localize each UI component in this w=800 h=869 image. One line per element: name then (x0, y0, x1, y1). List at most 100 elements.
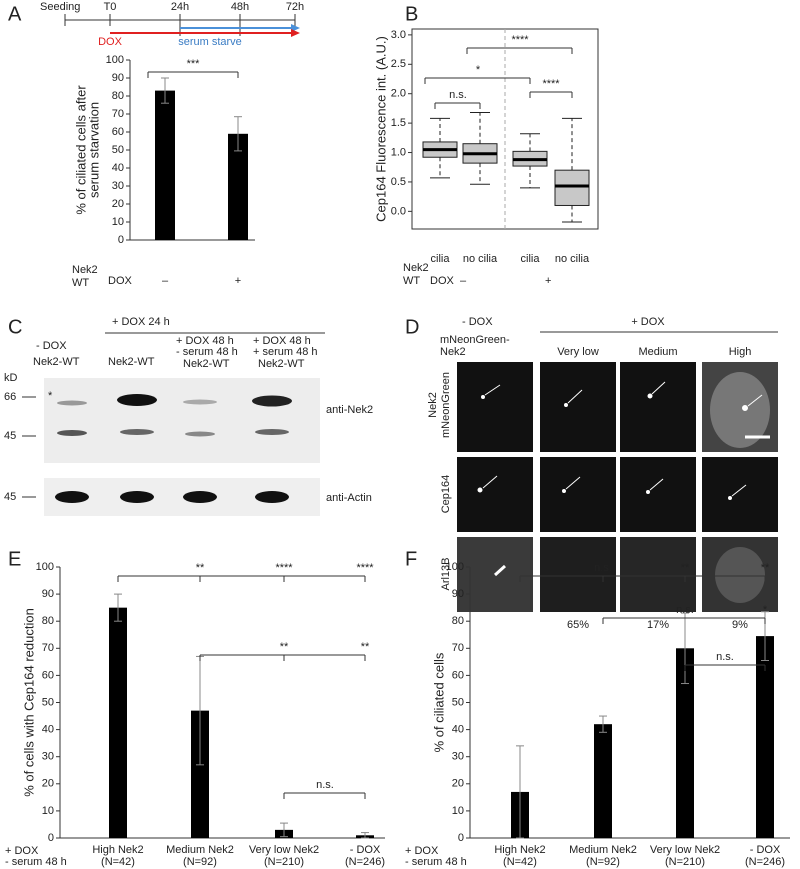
spot (564, 403, 568, 407)
row-label: WT (72, 277, 89, 289)
x-tick-label: cilia (521, 253, 541, 265)
y-tick-label: 20 (42, 778, 54, 790)
significance: n.s. (676, 604, 694, 616)
x-tick-label: no cilia (463, 253, 498, 265)
arrow (567, 389, 583, 404)
cell (715, 547, 765, 603)
arl13b-row (457, 537, 778, 612)
y-tick-label: 20 (112, 198, 124, 210)
significance: *** (187, 58, 201, 70)
y-tick-label: 0.0 (391, 205, 406, 217)
timeline-label: 48h (231, 1, 249, 13)
image (620, 537, 696, 612)
panel-letter: E (8, 548, 21, 570)
image (620, 457, 696, 532)
antibody: anti-Nek2 (326, 404, 373, 416)
lane-label: Nek2-WT (183, 358, 230, 370)
x-tick-sublabel: (N=42) (503, 856, 537, 868)
y-tick-label: 50 (452, 696, 464, 708)
significance: n.s. (716, 651, 734, 663)
arrow (649, 478, 664, 491)
x-tick-label: - DOX (350, 844, 381, 856)
x-tick-label: High Nek2 (494, 844, 545, 856)
row-label: + DOX (5, 845, 39, 857)
row-label: Nek2 (72, 264, 98, 276)
row-label: - serum 48 h (405, 856, 467, 868)
percentage: 9% (732, 619, 748, 631)
row-label: Nek2 (427, 392, 439, 418)
band (252, 395, 292, 407)
x-tick-label: – (162, 275, 169, 287)
timeline-label: 24h (171, 1, 189, 13)
band (57, 430, 87, 436)
row-label: WT (403, 275, 420, 287)
y-tick-label: 2.0 (391, 88, 406, 100)
x-tick-label: Very low Nek2 (650, 844, 720, 856)
marker: 66 (4, 391, 16, 403)
x-tick-label: Medium Nek2 (569, 844, 637, 856)
lane-label: Nek2-WT (258, 358, 305, 370)
box (554, 169, 590, 206)
significance: **** (356, 562, 374, 574)
construct: Nek2 (440, 346, 466, 358)
y-tick-label: 70 (452, 642, 464, 654)
row-label: Nek2 (403, 262, 429, 274)
panel-letter: D (405, 316, 419, 338)
row-label: + (545, 275, 551, 287)
spot (728, 496, 732, 500)
y-axis-label: serum starvation (86, 102, 101, 198)
x-tick-sublabel: (N=210) (665, 856, 705, 868)
y-tick-label: 0 (118, 234, 124, 246)
band (120, 429, 154, 435)
panel-letter: F (405, 548, 417, 570)
y-tick-label: 60 (112, 126, 124, 138)
y-tick-label: 20 (452, 778, 464, 790)
x-tick-label: - DOX (750, 844, 781, 856)
image (702, 457, 778, 532)
bar (756, 636, 774, 838)
significance: ** (681, 562, 690, 574)
marker: 45 (4, 430, 16, 442)
y-tick-label: 70 (42, 642, 54, 654)
y-tick-label: 10 (452, 805, 464, 817)
x-tick-label: High Nek2 (92, 844, 143, 856)
construct: mNeonGreen- (440, 334, 510, 346)
arrow (484, 384, 501, 396)
band (183, 491, 217, 503)
significance: ** (280, 641, 289, 653)
y-tick-label: 2.5 (391, 58, 406, 70)
condition: - DOX (36, 340, 67, 352)
dox-label: DOX (98, 36, 123, 48)
significance: ** (761, 562, 770, 574)
lane-label: Nek2-WT (108, 356, 155, 368)
y-tick-label: 3.0 (391, 29, 406, 41)
significance: n.s. (449, 89, 467, 101)
timeline: Seeding T0 24h 48h 72h DOX serum starve (40, 1, 304, 48)
row-label: - serum 48 h (5, 856, 67, 868)
condition: - DOX (462, 316, 493, 328)
timeline-label: 72h (286, 1, 304, 13)
timeline-label: Seeding (40, 1, 80, 13)
column-label: Medium (638, 346, 677, 358)
panel-letter: A (8, 3, 22, 25)
y-tick-label: 100 (106, 54, 124, 66)
marker: 45 (4, 491, 16, 503)
image (540, 537, 616, 612)
row-label: DOX (430, 275, 455, 287)
significance: **** (542, 78, 560, 90)
y-tick-label: 80 (42, 615, 54, 627)
significance: **** (511, 34, 529, 46)
band (57, 400, 87, 406)
spot (481, 395, 485, 399)
x-tick-sublabel: (N=92) (586, 856, 620, 868)
y-tick-label: 90 (112, 72, 124, 84)
y-axis-label: Cep164 Fluorescence int. (A.U.) (373, 36, 388, 222)
condition: - serum 48 h (176, 346, 238, 358)
y-tick-label: 90 (42, 588, 54, 600)
y-axis-label: % of ciliated cells after (73, 85, 88, 215)
y-tick-label: 40 (112, 162, 124, 174)
y-axis-label: % of ciliated cells (431, 652, 446, 752)
significance: ** (361, 641, 370, 653)
bar (109, 607, 127, 838)
y-tick-label: 50 (112, 144, 124, 156)
